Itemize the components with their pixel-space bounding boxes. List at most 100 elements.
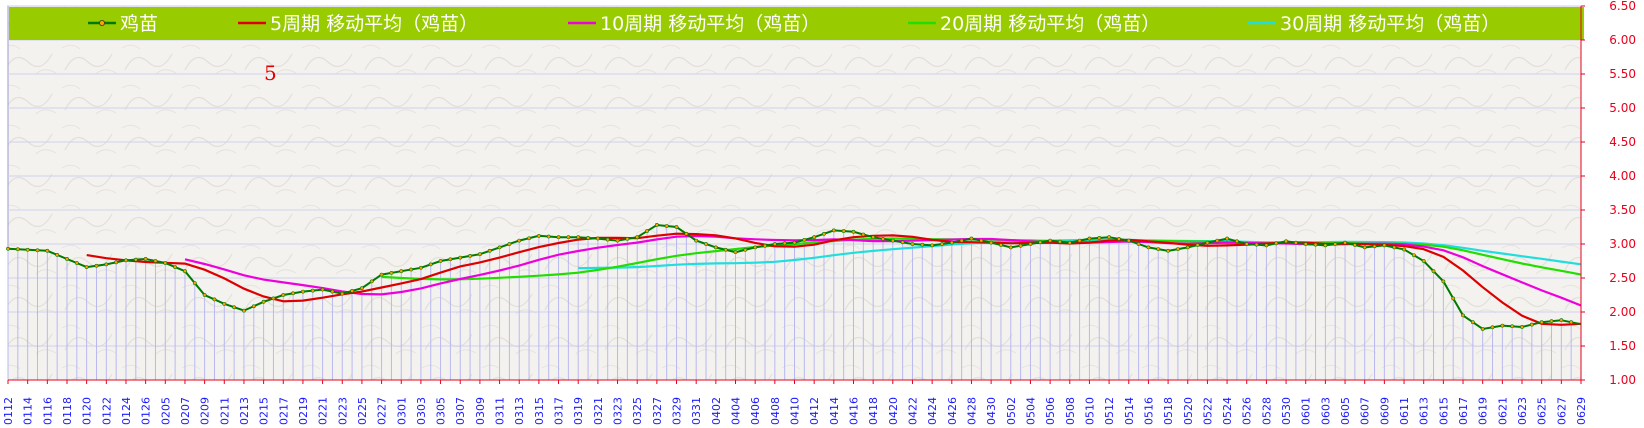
price-point	[1559, 318, 1564, 323]
y-tick-label: 5.50	[1609, 67, 1636, 81]
price-point	[1293, 240, 1298, 245]
price-point	[55, 252, 60, 257]
price-point	[350, 289, 354, 293]
price-point	[1520, 325, 1524, 329]
x-tick-label: 0408	[769, 397, 782, 425]
price-point	[94, 263, 99, 268]
annotation-label: 5	[264, 61, 277, 85]
x-tick-label: 0319	[572, 397, 585, 425]
price-point	[360, 286, 364, 291]
price-point	[1382, 243, 1387, 248]
price-point	[1048, 238, 1053, 243]
x-tick-label: 0305	[435, 397, 448, 425]
price-point	[330, 289, 335, 294]
y-tick-label: 6.00	[1609, 33, 1636, 47]
price-point	[1264, 243, 1269, 248]
price-point	[871, 235, 876, 240]
price-point	[1411, 253, 1416, 258]
price-point	[1431, 269, 1436, 274]
price-point	[1254, 242, 1259, 247]
price-point	[1510, 324, 1515, 329]
price-point	[458, 255, 463, 260]
y-tick-label: 4.00	[1609, 169, 1636, 183]
y-tick-label: 1.00	[1609, 373, 1636, 387]
price-point	[310, 288, 315, 293]
price-point	[1421, 259, 1426, 263]
price-point	[782, 241, 787, 246]
price-point	[1166, 248, 1170, 253]
price-point	[320, 287, 325, 292]
price-point	[487, 248, 492, 253]
price-point	[1470, 320, 1475, 325]
price-point	[1490, 325, 1495, 330]
price-point	[713, 245, 718, 250]
legend-label-ma30: 30周期 移动平均（鸡苗）	[1280, 13, 1500, 35]
price-point	[438, 259, 443, 263]
price-point	[900, 240, 905, 245]
price-point	[183, 269, 187, 274]
price-point	[301, 289, 305, 294]
x-tick-label: 0619	[1477, 397, 1490, 425]
x-tick-label: 0528	[1260, 397, 1273, 425]
price-point	[1539, 320, 1544, 325]
price-point	[536, 233, 541, 238]
price-point	[45, 248, 50, 253]
x-tick-label: 0209	[199, 397, 212, 425]
price-point	[369, 279, 374, 284]
x-tick-label: 0217	[277, 397, 290, 425]
price-point	[399, 269, 404, 274]
y-tick-label: 4.50	[1609, 135, 1636, 149]
price-point	[1117, 236, 1121, 241]
price-point	[1402, 247, 1406, 252]
price-point	[615, 238, 620, 243]
x-tick-label: 0225	[356, 397, 369, 425]
x-tick-label: 0404	[730, 397, 743, 425]
price-point	[1451, 296, 1456, 301]
price-point	[1461, 313, 1465, 318]
price-point	[812, 235, 817, 240]
legend-label-price: 鸡苗	[120, 13, 158, 35]
y-tick-label: 2.50	[1609, 271, 1636, 285]
x-tick-label: 0414	[828, 397, 841, 425]
x-tick-label: 0331	[690, 397, 703, 425]
price-point	[281, 293, 286, 297]
price-point	[291, 291, 296, 296]
x-tick-label: 0502	[1005, 397, 1018, 425]
price-point	[468, 253, 472, 258]
price-markers	[6, 223, 1574, 331]
price-point	[192, 281, 197, 286]
y-tick-label: 6.50	[1609, 0, 1636, 13]
price-point	[1195, 243, 1200, 247]
legend-label-ma20: 20周期 移动平均（鸡苗）	[940, 13, 1160, 35]
price-point	[1028, 242, 1033, 246]
price-point	[753, 245, 758, 250]
price-point	[841, 229, 846, 233]
price-point	[999, 243, 1003, 247]
price-point	[379, 272, 384, 277]
price-point	[802, 238, 807, 242]
price-point	[949, 240, 954, 245]
x-tick-label: 0227	[376, 397, 389, 425]
x-tick-label: 0311	[494, 397, 507, 425]
price-point	[586, 235, 590, 240]
price-point	[84, 265, 89, 270]
x-tick-label: 0205	[159, 397, 172, 425]
volume-bars	[7, 224, 1582, 380]
price-point	[153, 259, 158, 263]
x-tick-label: 0416	[847, 397, 860, 425]
price-point	[232, 305, 237, 310]
x-tick-label: 0412	[808, 397, 821, 425]
price-point	[920, 242, 925, 247]
price-point	[1441, 279, 1446, 284]
price-point	[645, 229, 649, 233]
price-point	[271, 296, 276, 301]
price-point	[340, 291, 345, 296]
x-tick-label: 0603	[1319, 397, 1332, 425]
price-point	[1176, 247, 1180, 252]
price-point	[979, 238, 984, 243]
x-tick-label: 0221	[317, 397, 330, 425]
price-point	[1274, 241, 1279, 246]
price-point	[704, 242, 708, 246]
x-tick-label: 0211	[218, 397, 231, 425]
price-point	[389, 270, 394, 275]
